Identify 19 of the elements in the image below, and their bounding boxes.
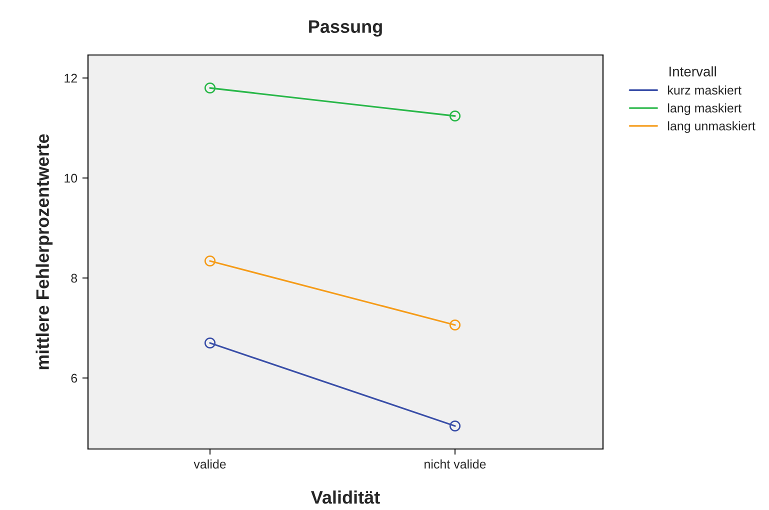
point xyxy=(449,319,461,331)
legend-label: lang unmaskiert xyxy=(668,121,756,133)
y-axis-title: mittlere Fehlerprozentwerte xyxy=(36,134,53,370)
x-axis-title: Validität xyxy=(311,490,380,504)
x-tick-label: nicht valide xyxy=(424,459,486,469)
y-tick-label: 8 xyxy=(71,274,78,283)
legend-title: Intervall xyxy=(670,66,716,76)
chart-title: Passung xyxy=(309,20,382,37)
point xyxy=(449,420,461,432)
y-tick-label: 12 xyxy=(64,74,77,83)
point xyxy=(449,110,461,122)
x-tick-label: valide xyxy=(194,459,226,469)
y-tick-label: 6 xyxy=(71,374,78,383)
point xyxy=(204,82,216,94)
legend-label: lang maskiert xyxy=(668,103,742,115)
point xyxy=(204,255,216,267)
point xyxy=(204,337,216,349)
y-tick-label: 10 xyxy=(64,174,78,183)
legend-label: kurz maskiert xyxy=(668,85,742,95)
